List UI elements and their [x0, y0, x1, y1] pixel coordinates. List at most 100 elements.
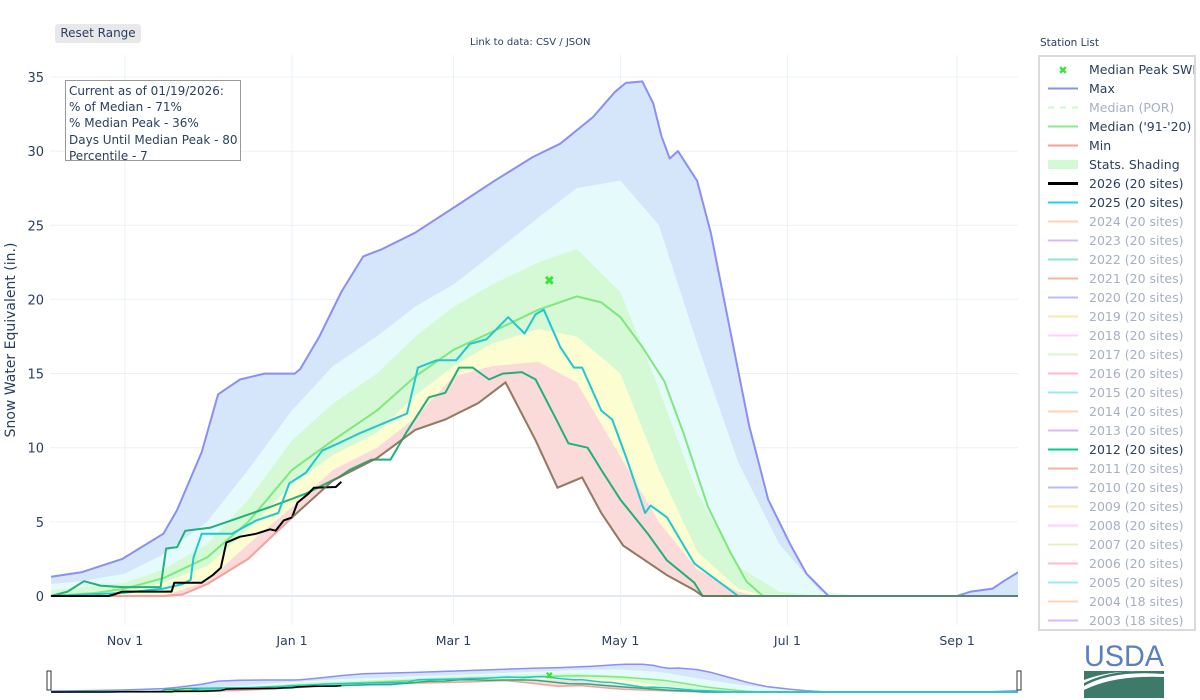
legend-swatch-icon — [1048, 581, 1078, 584]
legend-label: Min — [1089, 138, 1112, 153]
legend-label: 2008 (20 sites) — [1089, 518, 1184, 533]
legend-item-2022-20-sites[interactable]: 2022 (20 sites) — [1040, 250, 1194, 269]
legend-label: 2021 (20 sites) — [1089, 271, 1184, 286]
legend-item-2020-20-sites[interactable]: 2020 (20 sites) — [1040, 288, 1194, 307]
legend-label: 2019 (20 sites) — [1089, 309, 1184, 324]
legend-swatch-icon — [1048, 220, 1078, 223]
x-tick-label: Nov 1 — [107, 633, 143, 648]
legend-item-2019-20-sites[interactable]: 2019 (20 sites) — [1040, 307, 1194, 326]
legend-label: 2004 (18 sites) — [1089, 594, 1184, 609]
mini-series-line-2026-20-sites — [51, 685, 342, 693]
legend-item-2014-20-sites[interactable]: 2014 (20 sites) — [1040, 402, 1194, 421]
legend-label: 2005 (20 sites) — [1089, 575, 1184, 590]
legend-item-2013-20-sites[interactable]: 2013 (20 sites) — [1040, 421, 1194, 440]
legend-label: 2025 (20 sites) — [1089, 195, 1184, 210]
series-line-2026-20-sites — [51, 481, 342, 597]
band-90th-max — [51, 81, 1018, 596]
legend-swatch-icon — [1048, 600, 1078, 603]
legend-label: 2010 (20 sites) — [1089, 480, 1184, 495]
usda-logo: USDA — [1084, 640, 1164, 698]
legend-item-2025-20-sites[interactable]: 2025 (20 sites) — [1040, 193, 1194, 212]
svg-text:USDA: USDA — [1084, 640, 1164, 673]
legend-item-median-91-20[interactable]: Median ('91-'20) — [1040, 117, 1194, 136]
legend-item-median-peak-swe[interactable]: ✖ Median Peak SWE — [1040, 60, 1194, 79]
legend-item-2015-20-sites[interactable]: 2015 (20 sites) — [1040, 383, 1194, 402]
legend-swatch-icon — [1048, 201, 1078, 204]
legend-swatch-icon — [1048, 258, 1078, 261]
legend-item-stats-shading[interactable]: Stats. Shading — [1040, 155, 1194, 174]
legend-item-2012-20-sites[interactable]: 2012 (20 sites) — [1040, 440, 1194, 459]
legend-item-2004-18-sites[interactable]: 2004 (18 sites) — [1040, 592, 1194, 611]
annotation-percentile: Percentile - 7 — [69, 148, 148, 163]
legend-swatch-icon — [1048, 391, 1078, 394]
y-tick-label: 0 — [36, 590, 44, 605]
legend-item-median-por[interactable]: Median (POR) — [1040, 98, 1194, 117]
y-tick-label: 35 — [27, 71, 44, 86]
mini-band-min-10th — [51, 679, 1018, 692]
legend-item-2009-20-sites[interactable]: 2009 (20 sites) — [1040, 497, 1194, 516]
legend-item-2023-20-sites[interactable]: 2023 (20 sites) — [1040, 231, 1194, 250]
legend-item-2008-20-sites[interactable]: 2008 (20 sites) — [1040, 516, 1194, 535]
legend-item-2005-20-sites[interactable]: 2005 (20 sites) — [1040, 573, 1194, 592]
x-tick-label: Sep 1 — [939, 633, 975, 648]
legend-swatch-icon — [1048, 543, 1078, 546]
legend-item-2006-20-sites[interactable]: 2006 (20 sites) — [1040, 554, 1194, 573]
legend-label: 2018 (20 sites) — [1089, 328, 1184, 343]
legend-swatch-icon — [1048, 277, 1078, 280]
legend-label: 2017 (20 sites) — [1089, 347, 1184, 362]
mini-band-70th-90th — [51, 669, 1018, 692]
legend-swatch-icon — [1048, 524, 1078, 527]
reset-range-button[interactable]: Reset Range — [55, 24, 141, 43]
annotation-days-until-peak: Days Until Median Peak - 80 — [69, 132, 238, 147]
legend-swatch-icon — [1048, 334, 1078, 337]
legend-label: 2015 (20 sites) — [1089, 385, 1184, 400]
legend-item-2003-18-sites[interactable]: 2003 (18 sites) — [1040, 611, 1194, 629]
legend-label: 2007 (20 sites) — [1089, 537, 1184, 552]
x-tick-label: Mar 1 — [436, 633, 472, 648]
y-tick-label: 25 — [27, 219, 44, 234]
legend-item-2007-20-sites[interactable]: 2007 (20 sites) — [1040, 535, 1194, 554]
legend-item-2016-20-sites[interactable]: 2016 (20 sites) — [1040, 364, 1194, 383]
band-min-10th — [51, 361, 1018, 596]
current-status-annotation: Current as of 01/19/2026: % of Median - … — [65, 80, 241, 163]
annotation-date: Current as of 01/19/2026: — [69, 84, 224, 98]
legend-item-2026-20-sites[interactable]: 2026 (20 sites) — [1040, 174, 1194, 193]
legend-swatch-icon — [1048, 87, 1078, 90]
series-line-min-overlap — [291, 380, 1018, 597]
link-to-data[interactable]: Link to data: CSV / JSON — [470, 37, 591, 48]
legend-swatch-icon — [1048, 619, 1078, 622]
range-slider-handle-left[interactable] — [46, 670, 52, 691]
legend-label: Max — [1089, 81, 1115, 96]
legend-item-2010-20-sites[interactable]: 2010 (20 sites) — [1040, 478, 1194, 497]
legend-label: Median Peak SWE — [1089, 62, 1196, 77]
legend-label: 2016 (20 sites) — [1089, 366, 1184, 381]
legend-item-2017-20-sites[interactable]: 2017 (20 sites) — [1040, 345, 1194, 364]
legend-swatch-icon — [1048, 182, 1078, 185]
legend-label: 2003 (18 sites) — [1089, 613, 1184, 628]
legend-item-2011-20-sites[interactable]: 2011 (20 sites) — [1040, 459, 1194, 478]
legend-swatch-icon — [1048, 410, 1078, 413]
legend-swatch-icon — [1048, 296, 1078, 299]
legend-label: 2009 (20 sites) — [1089, 499, 1184, 514]
y-axis-label: Snow Water Equivalent (in.) — [3, 243, 19, 438]
legend[interactable]: ✖ Median Peak SWE Max Median (POR) Median ('… — [1038, 55, 1196, 631]
series-line-median-91-20 — [51, 295, 1018, 597]
series-line-2012-20-sites — [50, 366, 1018, 597]
legend-item-min[interactable]: Min — [1040, 136, 1194, 155]
y-tick-label: 20 — [27, 293, 44, 308]
x-marker-icon: ✖ — [1058, 65, 1067, 74]
legend-swatch-icon — [1048, 505, 1078, 508]
legend-item-2018-20-sites[interactable]: 2018 (20 sites) — [1040, 326, 1194, 345]
legend-item-2024-20-sites[interactable]: 2024 (20 sites) — [1040, 212, 1194, 231]
legend-item-max[interactable]: Max — [1040, 79, 1194, 98]
legend-label: Stats. Shading — [1089, 157, 1180, 172]
legend-swatch-icon — [1048, 353, 1078, 356]
legend-item-2021-20-sites[interactable]: 2021 (20 sites) — [1040, 269, 1194, 288]
legend-label: Median (POR) — [1089, 100, 1175, 115]
range-slider[interactable]: ✖ — [51, 663, 1018, 693]
mini-series-line-2012-20-sites — [51, 678, 1018, 693]
annotation-pct-median: % of Median - 71% — [69, 100, 182, 115]
range-slider-handle-right[interactable] — [1016, 670, 1022, 691]
x-tick-label: Jul 1 — [773, 633, 801, 648]
